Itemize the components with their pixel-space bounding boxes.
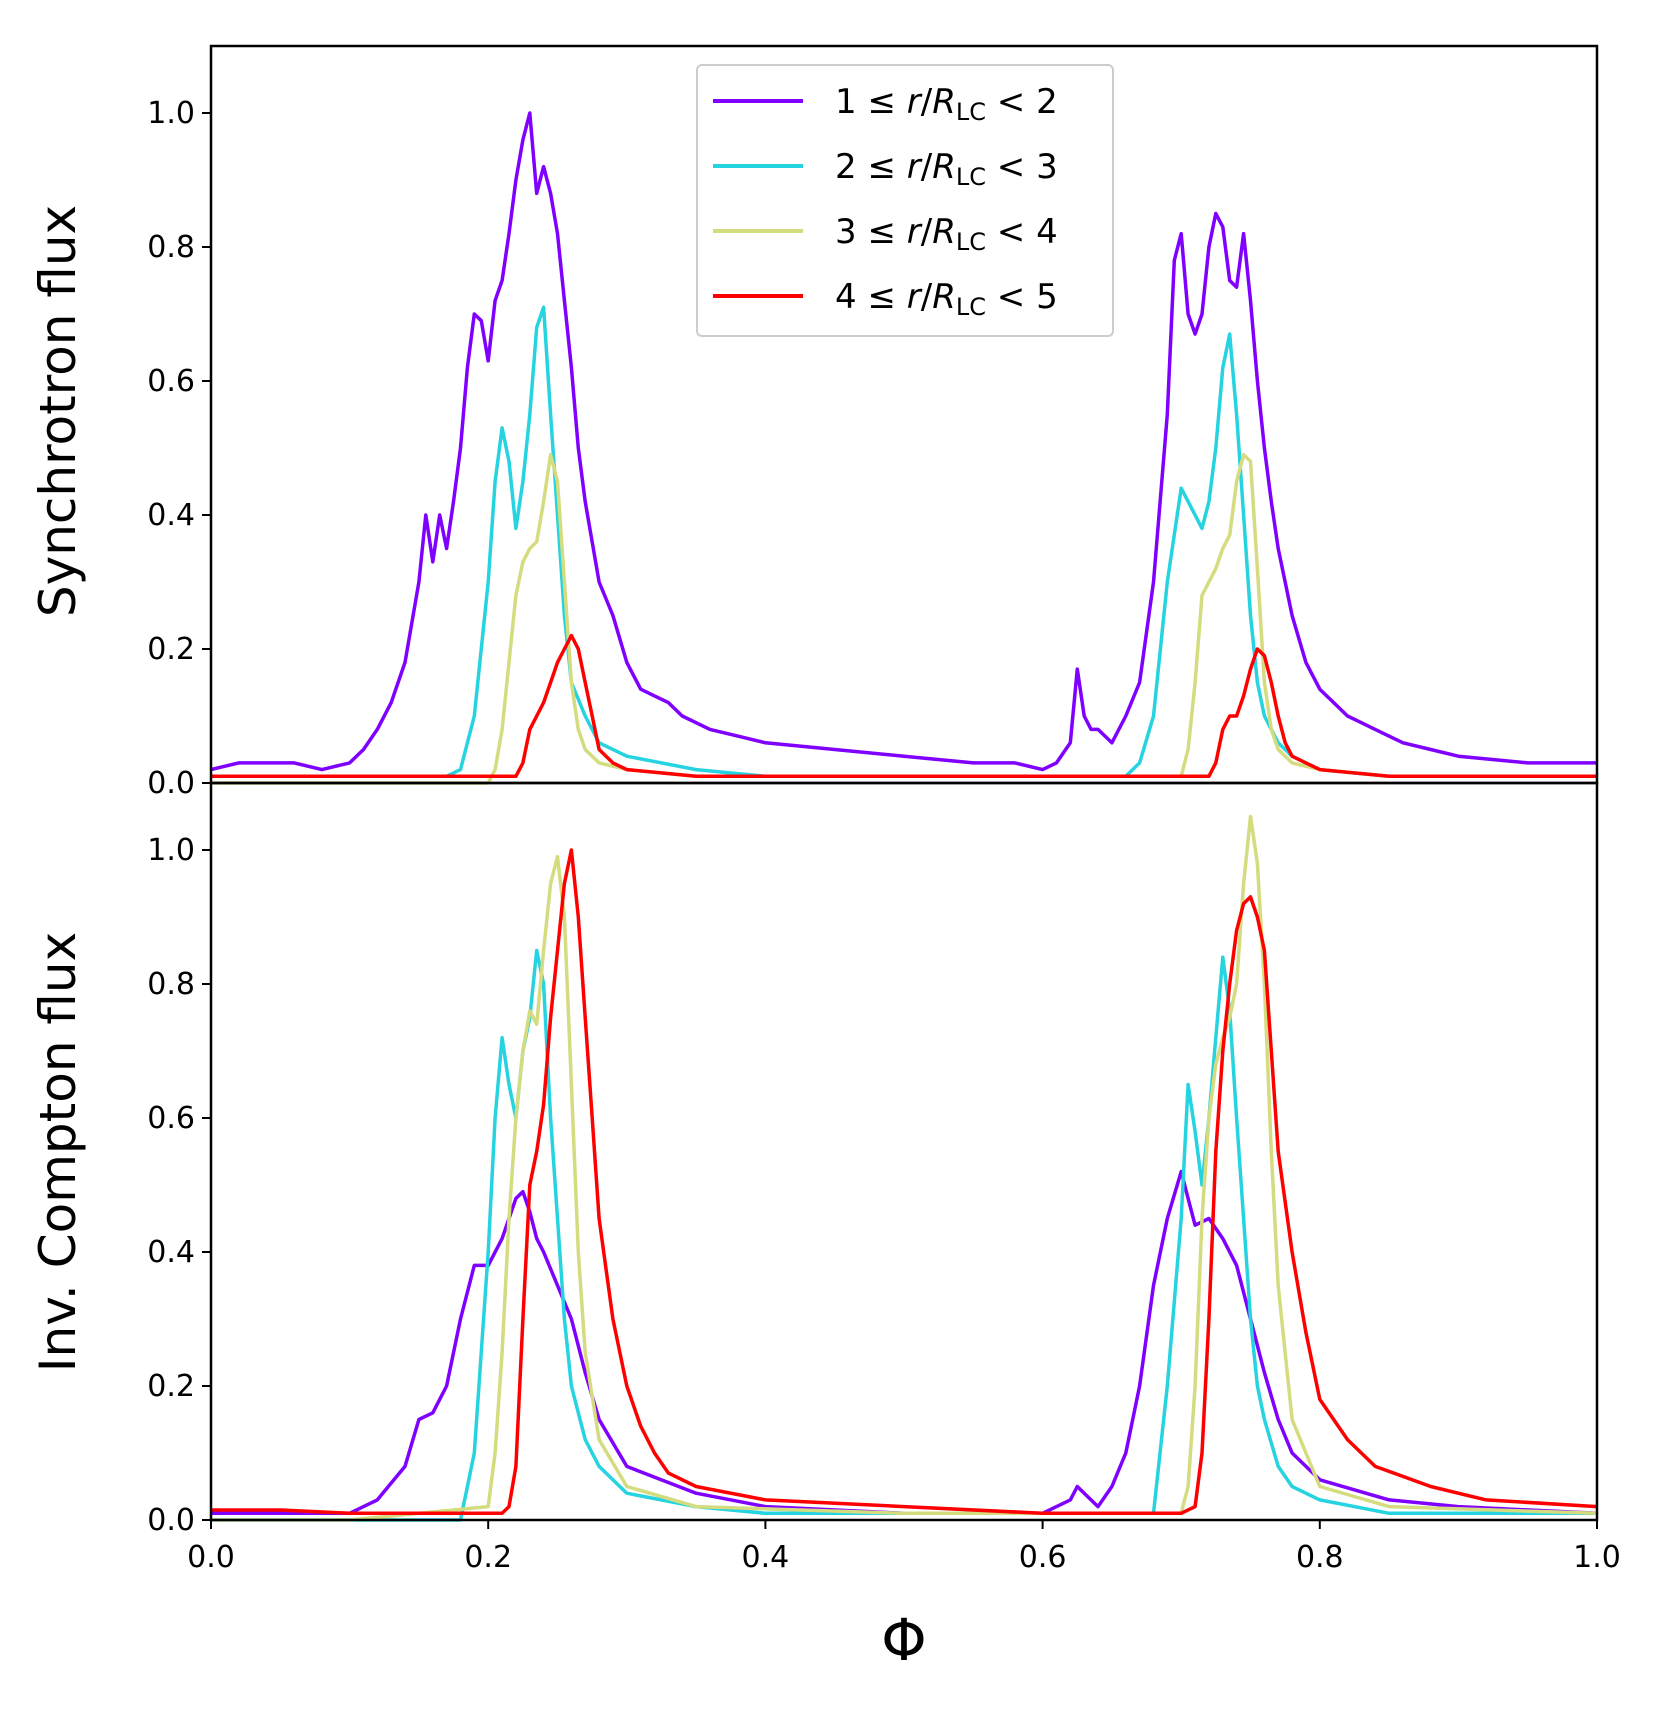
inverse-compton-y-axis-label: Inv. Compton flux: [29, 932, 87, 1372]
inverse-compton-panel: 0.0 0.2 0.4 0.6 0.8 1.0 0.0 0.2 0.4 0.6 0.8 1.0 In…: [29, 781, 1621, 1674]
inverse-compton-axes-frame: [209, 781, 1599, 1522]
synchrotron-y-tick-label: 0.6: [147, 364, 195, 399]
synchrotron-y-axis-label: Synchrotron flux: [29, 205, 87, 617]
synchrotron-panel: 0.0 0.2 0.4 0.6 0.8 1.0 Synchrotron flux: [29, 44, 1599, 801]
synchrotron-series-layer: [210, 111, 1597, 785]
inverse-compton-x-tick-label: 1.0: [1573, 1540, 1621, 1575]
inverse-compton-x-ticks: 0.0 0.2 0.4 0.6 0.8 1.0: [187, 1520, 1621, 1575]
legend-label-3: 3 ≤ r/RLC < 4: [835, 212, 1058, 256]
inverse-compton-x-tick-label: 0.8: [1296, 1540, 1344, 1575]
legend-label-2: 2 ≤ r/RLC < 3: [835, 147, 1058, 191]
inverse-compton-y-tick-label: 0.2: [147, 1369, 195, 1404]
inverse-compton-x-tick-label: 0.4: [742, 1540, 790, 1575]
synchrotron-y-tick-label: 0.8: [147, 230, 195, 265]
synchrotron-series-1: [210, 111, 1597, 772]
synchrotron-y-tick-label: 0.4: [147, 498, 195, 533]
inverse-compton-y-tick-label: 1.0: [147, 833, 195, 868]
synchrotron-y-tick-label: 1.0: [147, 96, 195, 131]
inverse-compton-series-layer: [211, 814, 1598, 1522]
inverse-compton-series-4: [211, 848, 1598, 1516]
inverse-compton-x-tick-label: 0.0: [187, 1540, 235, 1575]
x-axis-label-phi: Φ: [881, 1606, 927, 1674]
inverse-compton-x-tick-label: 0.2: [464, 1540, 512, 1575]
inverse-compton-y-tick-label: 0.4: [147, 1235, 195, 1270]
inverse-compton-y-tick-label: 0.6: [147, 1101, 195, 1136]
inverse-compton-y-tick-label: 0.0: [147, 1503, 195, 1538]
legend: 1 ≤ r/RLC < 2 2 ≤ r/RLC < 3 3 ≤ r/RLC < 4 4…: [696, 64, 1114, 337]
inverse-compton-y-ticks: 0.0 0.2 0.4 0.6 0.8 1.0: [147, 833, 211, 1538]
legend-label-4: 4 ≤ r/RLC < 5: [835, 277, 1058, 321]
legend-label-1: 1 ≤ r/RLC < 2: [835, 82, 1058, 126]
synchrotron-y-ticks: 0.0 0.2 0.4 0.6 0.8 1.0: [147, 96, 211, 801]
legend-box: [696, 64, 1114, 337]
inverse-compton-series-2: [211, 948, 1597, 1522]
inverse-compton-y-tick-label: 0.8: [147, 967, 195, 1002]
synchrotron-y-tick-label: 0.2: [147, 632, 195, 667]
inverse-compton-series-3: [211, 814, 1598, 1522]
inverse-compton-x-tick-label: 0.6: [1019, 1540, 1067, 1575]
synchrotron-y-tick-label: 0.0: [147, 766, 195, 801]
synchrotron-series-4: [211, 633, 1597, 779]
